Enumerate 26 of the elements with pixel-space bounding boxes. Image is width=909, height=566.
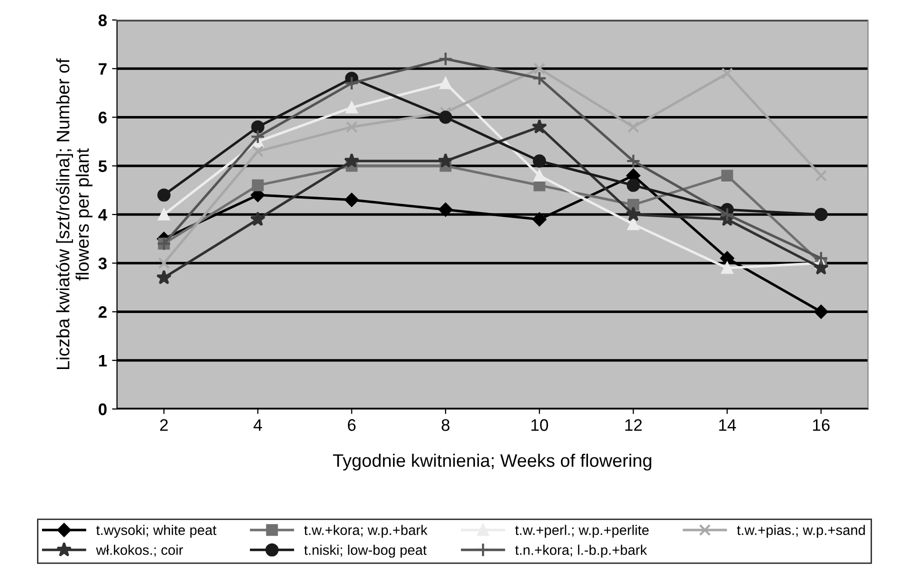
legend-label: t.n.+kora; l.-b.p.+bark [515, 544, 648, 558]
x-axis-title: Tygodnie kwitnienia; Weeks of flowering [333, 454, 652, 471]
legend-label: t.w.+pias.; w.p.+sand [737, 524, 865, 538]
legend-label: wł.kokos.; coir [96, 544, 184, 557]
y-axis-title: Liczba kwiatów [szt/roślina]; Number of flowers per plant [56, 58, 92, 370]
y-tick-label: 0 [98, 403, 107, 416]
x-tick-label: 6 [348, 419, 356, 431]
legend-label: t.w.+perl.; w.p.+perlite [515, 524, 649, 538]
y-tick-label: 4 [98, 209, 108, 221]
x-tick-label: 8 [442, 419, 450, 431]
x-tick-label: 14 [719, 419, 736, 431]
y-tick-label: 6 [98, 112, 107, 124]
legend-label: t.wysoki; white peat [96, 524, 216, 538]
x-tick-label: 12 [625, 419, 642, 431]
y-tick-label: 5 [98, 160, 107, 172]
legend-label: t.niski; low-bog peat [304, 544, 427, 558]
y-tick-label: 7 [98, 63, 107, 75]
x-tick-label: 4 [254, 419, 262, 431]
y-tick-label: 8 [98, 14, 107, 26]
y-tick-label: 2 [98, 306, 107, 318]
y-tick-label: 1 [99, 354, 107, 366]
x-tick-label: 16 [813, 419, 830, 431]
x-tick-label: 2 [160, 419, 168, 431]
x-tick-label: 10 [531, 419, 548, 431]
y-tick-label: 3 [98, 258, 107, 270]
legend-label: t.w.+kora; w.p.+bark [304, 524, 428, 538]
